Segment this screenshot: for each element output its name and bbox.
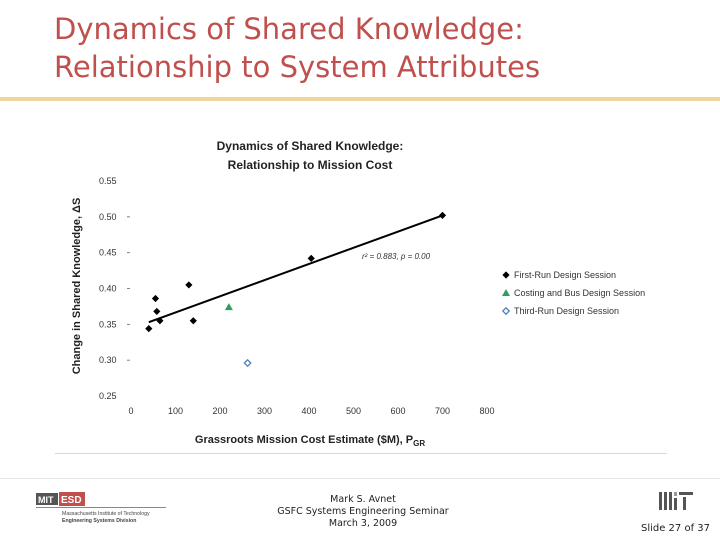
x-tick-label: 0 <box>128 406 133 416</box>
x-tick-label: 200 <box>212 406 227 416</box>
logo-esd-box <box>59 492 85 506</box>
data-point-series-0 <box>153 307 161 316</box>
y-tick-label: 0.30 <box>99 355 117 365</box>
x-axis-label-main: Grassroots Mission Cost Estimate ($M), P <box>195 434 413 446</box>
legend-label-series-2: Third-Run Design Session <box>514 306 619 316</box>
data-point-series-0 <box>307 254 315 262</box>
mit-logo-icon <box>659 492 693 510</box>
x-axis-label: Grassroots Mission Cost Estimate ($M), P… <box>195 434 425 448</box>
data-point-series-0 <box>156 317 164 325</box>
x-tick-label: 800 <box>479 406 494 416</box>
logo-mit-text: MIT <box>38 495 54 505</box>
logo-line2: Engineering Systems Division <box>62 518 136 524</box>
trendline-group <box>148 214 443 324</box>
chart-axes: 0.25 0.30 0.35 0.40 0.45 0.50 0.55 0 100 200 300 40… <box>99 176 495 416</box>
data-point-series-0 <box>145 325 153 333</box>
chart-container: Dynamics of Shared Knowledge: Relationsh… <box>55 118 667 454</box>
legend-marker-series-2 <box>501 306 511 316</box>
x-tick-label: 300 <box>257 406 272 416</box>
x-tick-label: 700 <box>435 406 450 416</box>
chart-title: Dynamics of Shared Knowledge: Relationsh… <box>217 139 404 172</box>
y-tick-label: 0.35 <box>99 319 117 329</box>
data-point-series-0 <box>185 281 193 289</box>
legend-label-series-1: Costing and Bus Design Session <box>514 288 645 298</box>
y-tick-label: 0.25 <box>99 391 117 401</box>
logo-rule <box>36 507 166 508</box>
chart-legend: First-Run Design Session Costing and Bus … <box>501 270 645 316</box>
x-tick-label: 100 <box>168 406 183 416</box>
y-tick-label: 0.40 <box>99 284 117 294</box>
y-tick-label: 0.50 <box>99 212 117 222</box>
legend-label-series-0: First-Run Design Session <box>514 270 616 280</box>
trendline <box>148 214 443 324</box>
mit-esd-logo: MIT ESD Massachusetts Institute of Techn… <box>36 492 166 524</box>
chart-title-line1: Dynamics of Shared Knowledge: <box>217 139 404 153</box>
chart-bottom-border <box>55 453 667 454</box>
legend-marker-series-0 <box>502 271 510 279</box>
x-axis-label-subscript: GR <box>413 439 425 448</box>
scatter-chart: Dynamics of Shared Knowledge: Relationsh… <box>71 139 645 448</box>
data-point-series-1 <box>224 303 233 311</box>
regression-annotation: r² = 0.883, p = 0.00 <box>362 252 431 261</box>
data-point-series-0 <box>151 294 160 303</box>
data-point-series-0 <box>189 317 197 325</box>
chart-title-line2: Relationship to Mission Cost <box>228 158 393 172</box>
data-point-series-2 <box>243 358 252 368</box>
x-tick-label: 400 <box>301 406 316 416</box>
y-tick-label: 0.45 <box>99 248 117 258</box>
y-tick-label: 0.55 <box>99 176 117 186</box>
slide-title-line1: Dynamics of Shared Knowledge: <box>54 12 524 46</box>
footer-date: March 3, 2009 <box>328 518 398 529</box>
x-tick-label: 500 <box>346 406 361 416</box>
slide-number: Slide 27 of 37 <box>640 523 710 534</box>
title-underline <box>0 97 720 101</box>
x-tick-label: 600 <box>390 406 405 416</box>
slide-title: Dynamics of Shared Knowledge: Relationsh… <box>54 10 694 86</box>
y-axis-label: Change in Shared Knowledge, ΔS <box>71 198 83 375</box>
logo-esd-text: ESD <box>61 495 82 506</box>
data-points <box>145 211 447 368</box>
logo-mit-box <box>36 493 58 505</box>
footer-info: Mark S. Avnet GSFC Systems Engineering S… <box>240 494 486 530</box>
footer-divider <box>0 478 720 479</box>
footer-event: GSFC Systems Engineering Seminar <box>277 506 449 517</box>
data-point-series-0 <box>438 211 447 219</box>
slide-title-line2: Relationship to System Attributes <box>54 50 541 84</box>
logo-line1: Massachusetts Institute of Technology <box>62 511 150 517</box>
legend-marker-series-1 <box>502 289 510 296</box>
footer-presenter: Mark S. Avnet <box>330 494 396 505</box>
